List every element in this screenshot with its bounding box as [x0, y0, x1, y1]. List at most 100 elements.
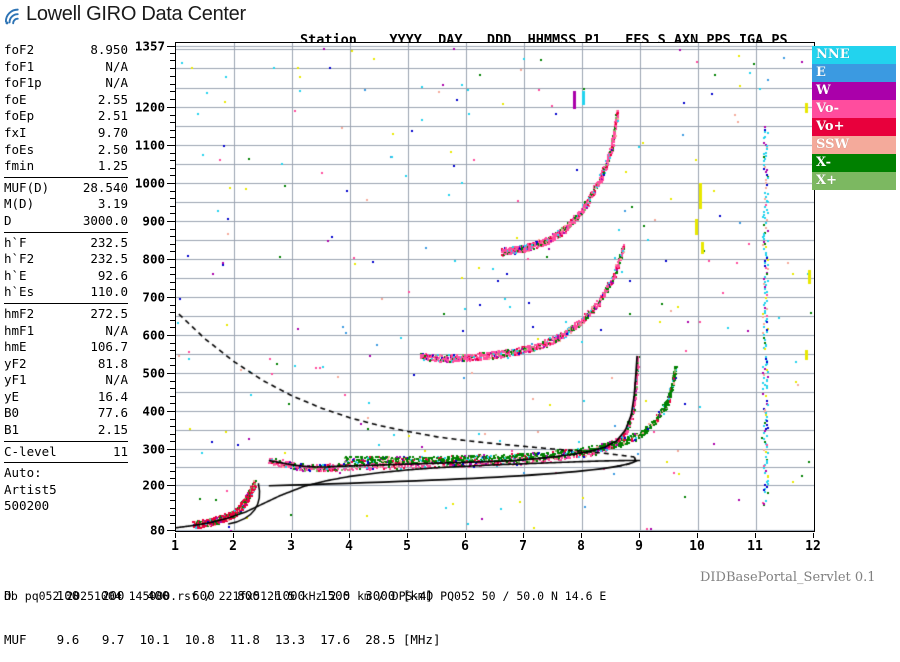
param-name: foF1p — [4, 75, 42, 91]
y-tick-label: 300 — [142, 441, 165, 457]
y-minor-tick — [170, 463, 175, 465]
x-tick-label: 9 — [635, 539, 643, 554]
legend-item-label: NNE — [816, 47, 850, 62]
y-minor-tick — [170, 152, 175, 154]
param-row: h`E 92.6 — [4, 268, 128, 285]
branding-logo: Lowell GIRO Data Center — [4, 2, 284, 32]
x-axis: 1 2 3 4 5 6 7 8 9 10 11 12 — [171, 533, 821, 559]
source-file-line: db pq052 20251004 145000.rsf / 221fx512h… — [4, 589, 607, 603]
y-tick-mark — [167, 259, 175, 260]
param-row: foF2 8.950 — [4, 42, 128, 59]
param-row: hmF2 272.5 — [4, 306, 128, 323]
x-tick-label: 10 — [689, 539, 705, 554]
param-name: foE — [4, 91, 27, 107]
y-minor-tick — [170, 380, 175, 382]
divider — [4, 440, 128, 442]
param-row: foF1p N/A — [4, 75, 128, 92]
param-name: hmF1 — [4, 322, 35, 338]
legend-item-label: X- — [816, 155, 832, 170]
param-group-clevel: C-level 11 — [4, 444, 128, 461]
param-value: 28.540 — [82, 179, 128, 195]
ionogram-plot[interactable] — [175, 42, 815, 532]
servlet-version: DIDBasePortal_Servlet 0.1 — [700, 570, 876, 585]
legend-item-ssw[interactable]: SSW — [812, 136, 896, 154]
y-minor-tick — [170, 91, 175, 93]
y-minor-tick — [170, 281, 175, 283]
param-row: foEs 2.50 — [4, 142, 128, 159]
x-tick-label: 7 — [519, 539, 527, 554]
y-minor-tick — [170, 236, 175, 238]
param-value: 232.5 — [90, 234, 128, 250]
legend-item-label: X+ — [816, 173, 837, 188]
x-tick-label: 2 — [229, 539, 237, 554]
y-minor-tick — [170, 507, 175, 509]
x-tick-label: 8 — [577, 539, 585, 554]
y-tick-mark — [167, 297, 175, 298]
x-tick-label: 5 — [403, 539, 411, 554]
y-tick-mark — [167, 530, 175, 531]
y-minor-tick — [170, 175, 175, 177]
y-minor-tick — [170, 477, 175, 479]
param-row: yE 16.4 — [4, 389, 128, 406]
x-tick-mark — [175, 533, 176, 538]
y-minor-tick — [170, 243, 175, 245]
y-minor-tick — [170, 515, 175, 516]
muf-distance-table: D 100 200 400 600 800 1000 1500 3000 [km… — [4, 560, 441, 662]
legend-item-e[interactable]: E — [812, 64, 896, 82]
param-name: fxI — [4, 124, 27, 140]
param-row: foEp 2.51 — [4, 108, 128, 125]
param-row: B1 2.15 — [4, 422, 128, 439]
y-tick-mark — [167, 411, 175, 412]
legend-item-label: Vo+ — [816, 119, 845, 134]
divider — [4, 302, 128, 304]
x-tick-mark — [407, 533, 408, 538]
y-tick-label: 800 — [142, 251, 165, 267]
muf-row: MUF 9.6 9.7 10.1 10.8 11.8 13.3 17.6 28.… — [4, 631, 441, 647]
ionogram-canvas — [176, 43, 814, 531]
param-name: h`F — [4, 234, 27, 250]
legend-item-vo-[interactable]: Vo- — [812, 100, 896, 118]
legend-item-x-[interactable]: X+ — [812, 172, 896, 190]
param-name: hmF2 — [4, 305, 35, 321]
y-tick-mark — [167, 485, 175, 486]
y-minor-tick — [170, 160, 175, 162]
y-minor-tick — [170, 205, 175, 207]
param-value: 1.25 — [97, 158, 128, 174]
legend-item-nne[interactable]: NNE — [812, 46, 896, 64]
param-row: hmE 106.7 — [4, 339, 128, 356]
param-name: M(D) — [4, 196, 35, 212]
param-name: hmE — [4, 339, 27, 355]
param-value: 3000.0 — [82, 212, 128, 228]
param-name: C-level — [4, 443, 57, 459]
x-tick-label: 12 — [805, 539, 821, 554]
y-tick-label: 900 — [142, 213, 165, 229]
param-name: h`E — [4, 267, 27, 283]
legend-item-x-[interactable]: X- — [812, 154, 896, 172]
x-tick-mark — [233, 533, 234, 538]
y-minor-tick — [170, 190, 175, 192]
legend-item-vo-[interactable]: Vo+ — [812, 118, 896, 136]
param-row: h`Es 110.0 — [4, 284, 128, 301]
param-row: MUF(D) 28.540 — [4, 180, 128, 197]
param-row: fmin 1.25 — [4, 158, 128, 175]
param-name: yF1 — [4, 372, 27, 388]
y-tick-mark — [167, 373, 175, 374]
y-minor-tick — [170, 274, 175, 276]
y-tick-label: 1000 — [134, 175, 165, 191]
param-value: 81.8 — [97, 355, 128, 371]
param-row: foF1 N/A — [4, 59, 128, 76]
param-value: N/A — [105, 58, 128, 74]
param-group-virtual-heights: h`F 232.5 h`F2 232.5 h`E 92.6 h`Es 110.0 — [4, 235, 128, 301]
legend-item-w[interactable]: W — [812, 82, 896, 100]
y-minor-tick — [170, 350, 175, 352]
x-tick-mark — [465, 533, 466, 538]
legend[interactable]: NNE E W Vo- Vo+ SSW X- X+ — [812, 46, 896, 190]
param-group-profile: hmF2 272.5 hmF1 N/A hmE 106.7 yF2 81.8 yF1 N/A yE 1… — [4, 306, 128, 439]
param-name: yF2 — [4, 355, 27, 371]
param-row: C-level 11 — [4, 444, 128, 461]
y-minor-tick — [170, 456, 175, 458]
y-minor-tick — [170, 500, 175, 501]
param-name: B1 — [4, 422, 20, 438]
y-minor-tick — [170, 522, 175, 524]
y-tick-mark — [167, 449, 175, 450]
